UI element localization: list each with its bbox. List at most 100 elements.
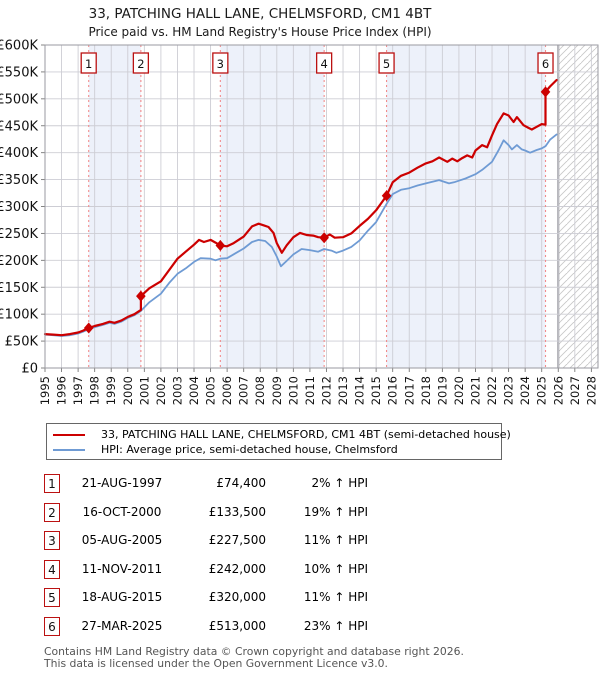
- sale-number-badge: 2: [44, 502, 60, 522]
- page-title: 33, PATCHING HALL LANE, CHELMSFORD, CM1 …: [88, 6, 432, 22]
- sale-price: £227,500: [208, 533, 266, 548]
- sale-date: 27-MAR-2025: [81, 619, 163, 633]
- svg-text:2015: 2015: [369, 376, 383, 405]
- svg-text:£400K: £400K: [0, 146, 38, 161]
- table-row: 3 05-AUG-2005 £227,500 11% ↑ HPI: [0, 531, 600, 552]
- svg-text:2011: 2011: [303, 376, 317, 405]
- svg-text:£550K: £550K: [0, 65, 38, 80]
- sale-date: 16-OCT-2000: [82, 504, 162, 519]
- svg-text:£300K: £300K: [0, 200, 38, 215]
- svg-text:2014: 2014: [353, 376, 367, 405]
- svg-text:1995: 1995: [38, 376, 52, 405]
- sale-date: 05-AUG-2005: [81, 533, 163, 548]
- svg-text:£250K: £250K: [0, 227, 38, 242]
- svg-text:2018: 2018: [419, 376, 433, 405]
- plot-border: [44, 44, 599, 369]
- sale-date: 21-AUG-1997: [81, 476, 163, 490]
- svg-text:2012: 2012: [319, 376, 333, 405]
- sale-price: £320,000: [208, 590, 266, 605]
- sale-hpi-delta: 11% ↑ HPI: [303, 533, 368, 548]
- svg-text:2028: 2028: [584, 376, 598, 405]
- svg-text:2002: 2002: [154, 376, 168, 405]
- legend-label-property: 33, PATCHING HALL LANE, CHELMSFORD, CM1 …: [101, 428, 511, 441]
- svg-text:2027: 2027: [568, 376, 582, 405]
- svg-text:£100K: £100K: [0, 308, 38, 323]
- axis-labels: £0 £50K £100K £150K £200K £250K £300K £350K £400…: [0, 39, 598, 406]
- sale-number-badge: 1: [44, 474, 60, 493]
- svg-text:2009: 2009: [270, 376, 284, 405]
- sale-hpi-delta: 11% ↑ HPI: [303, 590, 368, 605]
- svg-text:3: 3: [217, 57, 224, 71]
- footer-line-1: Contains HM Land Registry data © Crown c…: [44, 645, 464, 658]
- svg-text:1997: 1997: [71, 376, 85, 405]
- svg-text:2022: 2022: [485, 376, 499, 405]
- svg-text:2010: 2010: [286, 376, 300, 405]
- sale-markers: [83, 86, 551, 334]
- svg-text:£450K: £450K: [0, 119, 38, 134]
- table-row: 5 18-AUG-2015 £320,000 11% ↑ HPI: [0, 588, 600, 609]
- svg-text:£350K: £350K: [0, 173, 38, 188]
- license-footer: Contains HM Land Registry data © Crown c…: [44, 646, 596, 669]
- footer-line-2: This data is licensed under the Open Gov…: [44, 656, 388, 670]
- svg-text:2003: 2003: [170, 376, 184, 405]
- sale-hpi-delta: 10% ↑ HPI: [303, 561, 368, 576]
- sale-number-badge: 4: [44, 559, 60, 579]
- sale-number-badge: 5: [44, 588, 60, 608]
- svg-text:2007: 2007: [237, 376, 251, 405]
- svg-text:2026: 2026: [551, 376, 565, 405]
- svg-text:2024: 2024: [518, 376, 532, 405]
- legend-label-hpi: HPI: Average price, semi-detached house,…: [101, 443, 398, 456]
- svg-text:2013: 2013: [336, 376, 350, 405]
- table-row: 1 21-AUG-1997 £74,400 2% ↑ HPI: [0, 474, 600, 495]
- svg-text:2004: 2004: [187, 376, 201, 405]
- sale-price: £513,000: [208, 619, 266, 633]
- sale-price: £242,000: [208, 561, 266, 576]
- svg-text:2: 2: [137, 57, 144, 71]
- svg-text:1: 1: [85, 57, 92, 71]
- svg-text:2000: 2000: [121, 376, 135, 405]
- sale-price: £74,400: [216, 476, 266, 490]
- svg-text:£600K: £600K: [0, 39, 38, 54]
- svg-text:2017: 2017: [402, 376, 416, 405]
- svg-text:2025: 2025: [535, 376, 549, 405]
- svg-text:1998: 1998: [88, 376, 102, 405]
- legend-line-property: [53, 433, 85, 436]
- sale-number-badge: 6: [44, 617, 60, 636]
- svg-text:2016: 2016: [386, 376, 400, 405]
- svg-text:2001: 2001: [137, 376, 151, 405]
- chart-legend: 33, PATCHING HALL LANE, CHELMSFORD, CM1 …: [46, 423, 511, 460]
- sale-date: 18-AUG-2015: [81, 590, 163, 605]
- svg-text:2021: 2021: [468, 376, 482, 405]
- svg-text:2008: 2008: [253, 376, 267, 405]
- sale-hpi-delta: 19% ↑ HPI: [303, 504, 368, 519]
- svg-text:2005: 2005: [204, 376, 218, 405]
- svg-text:£0: £0: [21, 362, 38, 377]
- sale-date-lines: [88, 45, 547, 368]
- price-history-chart: 1 2 3 4 5 6 £0 £50K £100K £150K £200K £250K £300K £3…: [0, 39, 599, 406]
- sale-number-badges: 1 2 3 4 5 6: [80, 52, 554, 74]
- svg-text:1999: 1999: [104, 376, 118, 405]
- svg-text:£50K: £50K: [5, 335, 39, 350]
- svg-text:2020: 2020: [452, 376, 466, 405]
- sale-date: 11-NOV-2011: [81, 561, 163, 576]
- sale-number-badge: 3: [44, 531, 60, 551]
- svg-text:£200K: £200K: [0, 254, 38, 269]
- table-row: 4 11-NOV-2011 £242,000 10% ↑ HPI: [0, 559, 600, 581]
- price-lines: [43, 78, 558, 337]
- legend-line-hpi: [53, 448, 85, 451]
- sale-price: £133,500: [208, 504, 266, 519]
- table-row: 6 27-MAR-2025 £513,000 23% ↑ HPI: [0, 617, 600, 638]
- sale-hpi-delta: 2% ↑ HPI: [311, 476, 368, 490]
- svg-text:£500K: £500K: [0, 92, 38, 107]
- svg-text:2019: 2019: [435, 376, 449, 405]
- svg-text:2023: 2023: [502, 376, 516, 405]
- svg-text:6: 6: [542, 57, 549, 71]
- svg-text:5: 5: [383, 57, 390, 71]
- svg-text:4: 4: [320, 57, 327, 71]
- svg-text:2006: 2006: [220, 376, 234, 405]
- svg-text:1996: 1996: [55, 376, 69, 405]
- page-subtitle: Price paid vs. HM Land Registry's House …: [88, 25, 432, 39]
- svg-text:£150K: £150K: [0, 281, 38, 296]
- table-row: 2 16-OCT-2000 £133,500 19% ↑ HPI: [0, 502, 600, 524]
